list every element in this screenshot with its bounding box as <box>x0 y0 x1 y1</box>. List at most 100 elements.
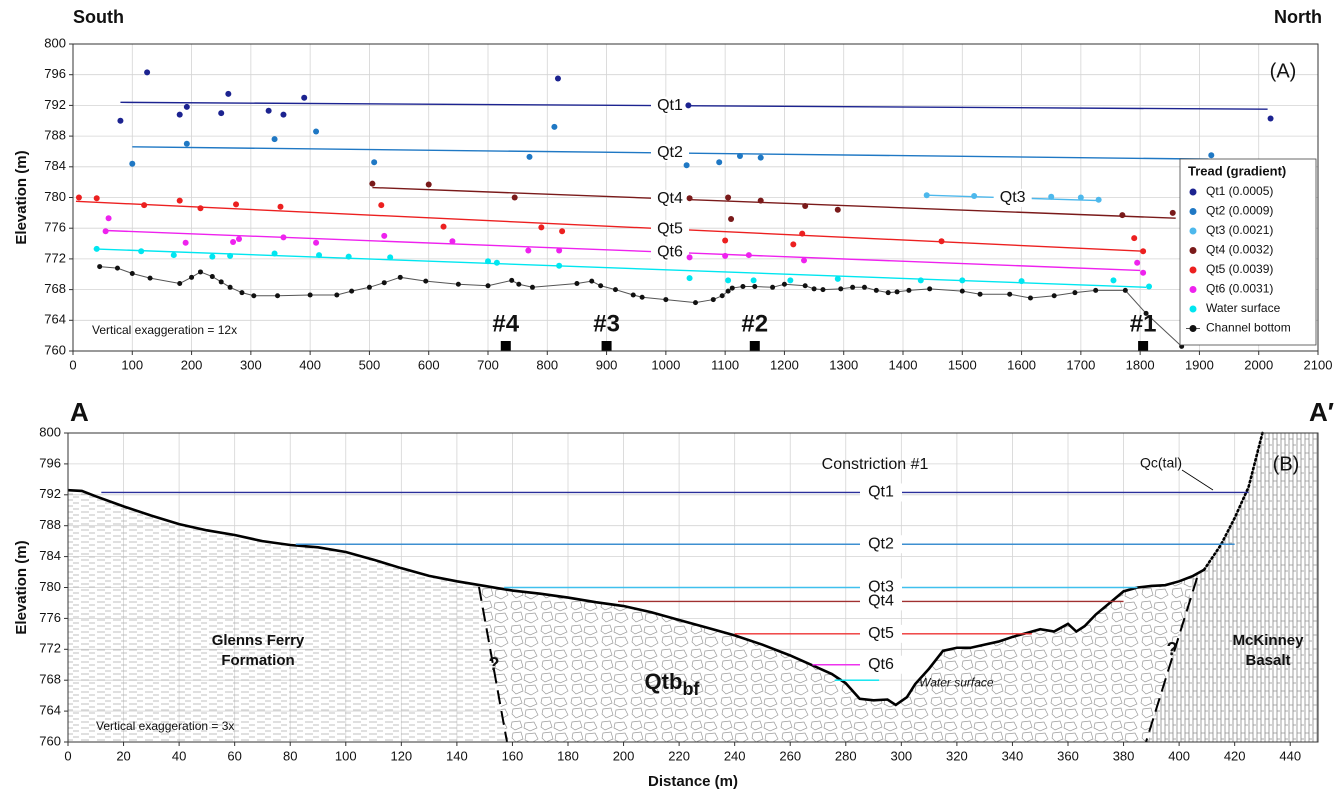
data-point <box>529 284 535 290</box>
data-point <box>114 265 120 271</box>
legend-title: Tread (gradient) <box>1188 163 1286 178</box>
x-tick-label: 600 <box>418 357 440 372</box>
data-point <box>369 180 376 187</box>
data-point <box>277 203 284 210</box>
data-point <box>397 274 403 280</box>
data-point <box>683 162 690 169</box>
line-label: Qt4 <box>657 190 683 207</box>
x-tick-label: 60 <box>227 748 241 763</box>
data-point <box>873 287 879 293</box>
data-point <box>197 205 204 212</box>
x-tick-label: 1400 <box>889 357 918 372</box>
data-point <box>800 257 807 264</box>
data-point <box>147 275 153 281</box>
constriction-label: #3 <box>593 310 620 337</box>
y-tick-label: 764 <box>44 312 66 327</box>
data-point <box>906 287 912 293</box>
data-point <box>710 297 716 303</box>
data-point <box>693 300 698 306</box>
unit-label-main: Qtb <box>645 669 683 694</box>
data-point <box>1072 290 1078 296</box>
y-axis-title: Elevation (m) <box>13 150 30 244</box>
data-point <box>752 284 758 290</box>
legend-marker <box>1189 286 1197 293</box>
data-point <box>799 230 806 237</box>
data-point <box>1048 193 1055 200</box>
label-background <box>651 220 689 239</box>
x-tick-label: 1900 <box>1185 357 1214 372</box>
basalt-fill <box>1148 433 1318 742</box>
y-tick-label: 784 <box>39 548 61 563</box>
data-point <box>275 293 281 299</box>
data-point <box>1134 259 1141 266</box>
data-point <box>349 288 355 294</box>
x-tick-label: 100 <box>121 357 143 372</box>
data-point <box>1208 152 1215 159</box>
channel-line <box>99 266 1182 347</box>
x-tick-label: 2000 <box>1244 357 1273 372</box>
panel-label: (A) <box>1270 60 1297 82</box>
data-point <box>722 237 729 244</box>
x-tick-label: 0 <box>64 748 71 763</box>
data-point <box>1140 269 1147 276</box>
note: Vertical exaggeration = 3x <box>96 719 234 733</box>
legend-label: Qt2 (0.0009) <box>1206 204 1273 218</box>
data-point <box>716 159 723 166</box>
data-point <box>1093 287 1099 293</box>
data-point <box>236 235 242 242</box>
data-point <box>509 277 515 283</box>
data-point <box>189 274 195 280</box>
x-tick-label: 1100 <box>711 357 739 372</box>
data-point <box>493 259 500 266</box>
data-point <box>938 238 945 245</box>
data-point <box>129 160 136 167</box>
legend-marker <box>1189 247 1197 254</box>
ground-profile <box>67 488 1205 707</box>
data-point <box>209 274 215 280</box>
y-tick-label: 760 <box>44 342 66 357</box>
x-tick-label: 400 <box>1168 748 1190 763</box>
data-point <box>574 280 580 286</box>
data-point <box>1027 295 1033 301</box>
label-background <box>651 189 689 208</box>
data-point <box>736 153 743 160</box>
data-point <box>280 234 287 241</box>
data-point <box>1007 291 1013 297</box>
x-tick-label: 2100 <box>1304 357 1333 372</box>
label-background <box>651 96 689 115</box>
data-point <box>511 194 518 201</box>
data-point <box>218 110 225 117</box>
data-point <box>425 181 432 188</box>
label-background <box>860 592 902 611</box>
x-tick-label: 320 <box>946 748 968 763</box>
data-point <box>75 194 82 201</box>
y-tick-label: 776 <box>44 220 66 235</box>
data-point <box>227 252 234 259</box>
data-point <box>728 215 735 222</box>
data-point <box>719 293 725 299</box>
x-tick-label: 240 <box>724 748 746 763</box>
data-point <box>381 232 388 239</box>
y-tick-label: 764 <box>39 703 61 718</box>
data-point <box>307 292 313 298</box>
data-point <box>176 197 183 204</box>
data-point <box>177 280 183 286</box>
data-point <box>138 248 145 255</box>
data-point <box>1018 278 1025 285</box>
constriction-marker <box>601 341 612 351</box>
data-point <box>455 281 461 287</box>
data-point <box>183 140 190 147</box>
constriction-marker <box>500 341 511 351</box>
level-label: Water surface <box>919 675 994 689</box>
data-point <box>105 215 112 222</box>
x-axis-title: Distance (m) <box>648 773 738 790</box>
data-point <box>1131 235 1138 242</box>
data-point <box>612 287 618 293</box>
chart-title: Constriction #1 <box>822 456 929 473</box>
data-point <box>729 285 735 291</box>
x-tick-label: 800 <box>536 357 558 372</box>
data-point <box>977 291 983 297</box>
y-tick-label: 796 <box>39 455 61 470</box>
y-tick-label: 772 <box>44 250 66 265</box>
constriction-label: #4 <box>492 310 519 337</box>
